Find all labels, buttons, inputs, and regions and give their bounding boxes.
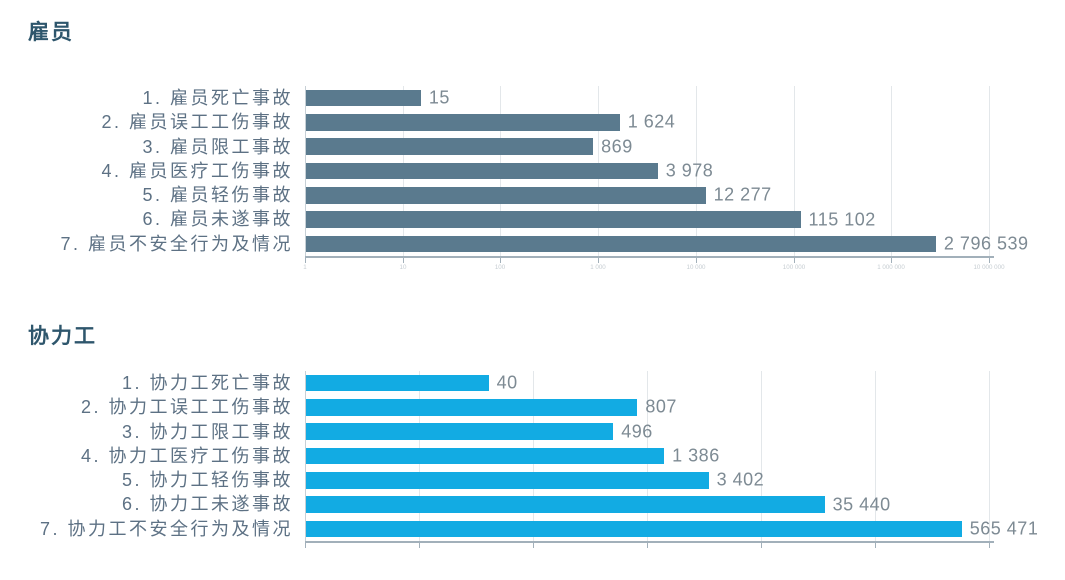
bar	[306, 162, 658, 180]
category-label: 7. 协力工不安全行为及情况	[39, 518, 293, 539]
category-label: 3. 雇员限工事故	[142, 136, 293, 157]
gridline	[793, 86, 795, 256]
x-axis-line	[305, 541, 994, 543]
value-label: 1 386	[672, 445, 720, 466]
axis-tick	[875, 543, 876, 548]
plot-area-employees: 1 10 100 1 000 10 000 100 000 1 000 000 10 000 …	[303, 86, 1028, 271]
axis-tick	[500, 258, 502, 263]
x-tick-label: 1	[303, 264, 307, 271]
y-axis-line	[305, 371, 306, 541]
category-label: 2. 雇员误工工伤事故	[101, 112, 293, 133]
value-label: 869	[601, 136, 633, 157]
gridline	[891, 86, 893, 256]
x-tick-label: 10 000 000	[973, 264, 1005, 271]
x-tick-label: 10	[399, 264, 407, 271]
category-labels-contractors: 1. 协力工死亡事故 2. 协力工误工工伤事故 3. 协力工限工事故 4. 协力工医疗…	[0, 371, 293, 541]
gridline	[695, 86, 697, 256]
category-label: 3. 协力工限工事故	[121, 421, 293, 442]
category-label: 7. 雇员不安全行为及情况	[60, 233, 293, 254]
axis-tick	[989, 543, 990, 548]
bar	[306, 211, 801, 228]
value-label: 40	[496, 372, 518, 393]
bar	[306, 374, 489, 392]
x-tick-label: 1 000	[590, 264, 606, 271]
value-label: 496	[621, 421, 653, 442]
gridline	[875, 371, 876, 541]
category-labels-employees: 1. 雇员死亡事故 2. 雇员误工工伤事故 3. 雇员限工事故 4. 雇员医疗工伤事故…	[0, 86, 293, 256]
axis-tick	[598, 258, 600, 263]
axis-tick	[647, 543, 648, 548]
axis-tick	[419, 543, 420, 548]
bar	[306, 472, 709, 489]
bar	[306, 399, 638, 416]
category-label: 6. 雇员未遂事故	[142, 209, 293, 230]
bar	[306, 235, 936, 253]
bar	[306, 138, 594, 155]
x-tick-label: 10 000	[686, 264, 706, 271]
category-label: 4. 协力工医疗工伤事故	[80, 445, 293, 466]
value-label: 2 796 539	[943, 233, 1029, 254]
value-label: 807	[645, 396, 677, 417]
x-tick-label: 1 000 000	[877, 264, 906, 271]
value-label: 15	[428, 87, 450, 108]
category-label: 1. 协力工死亡事故	[121, 373, 293, 393]
x-tick-label: 100	[495, 264, 506, 271]
bar	[306, 447, 665, 465]
bar	[306, 187, 706, 204]
bar	[306, 89, 421, 107]
bar	[306, 423, 614, 440]
axis-tick	[402, 258, 404, 263]
category-label: 6. 协力工未遂事故	[121, 494, 293, 515]
value-label: 115 102	[808, 209, 876, 230]
gridline	[761, 371, 762, 541]
value-label: 3 402	[716, 469, 765, 490]
value-label: 35 440	[832, 494, 891, 515]
chart-title-employees: 雇员	[28, 21, 74, 44]
value-label: 12 277	[713, 184, 772, 205]
plot-area-contractors: 40 807 496 1 386 3 402 35 440 565 471	[305, 371, 1038, 548]
y-axis-line	[305, 86, 306, 256]
value-label: 565 471	[969, 518, 1039, 539]
axis-tick	[989, 258, 990, 263]
bar	[306, 520, 962, 538]
category-label: 5. 协力工轻伤事故	[121, 470, 293, 491]
axis-tick	[305, 543, 306, 548]
bar	[306, 114, 620, 131]
gridline	[989, 371, 990, 541]
axis-tick	[793, 258, 795, 263]
axis-tick	[695, 258, 697, 263]
gridline	[989, 86, 990, 256]
x-axis-line	[305, 256, 994, 258]
category-label: 2. 协力工误工工伤事故	[80, 397, 293, 418]
category-label: 5. 雇员轻伤事故	[142, 185, 293, 206]
category-label: 1. 雇员死亡事故	[142, 88, 293, 108]
axis-tick	[533, 543, 534, 548]
x-tick-label: 100 000	[782, 264, 805, 271]
bar	[306, 496, 825, 513]
category-label: 4. 雇员医疗工伤事故	[101, 160, 293, 181]
axis-tick	[891, 258, 893, 263]
value-label: 3 978	[665, 160, 714, 181]
value-label: 1 624	[627, 111, 676, 132]
axis-tick	[305, 258, 306, 263]
axis-tick	[761, 543, 762, 548]
chart-title-contractors: 协力工	[28, 325, 97, 348]
